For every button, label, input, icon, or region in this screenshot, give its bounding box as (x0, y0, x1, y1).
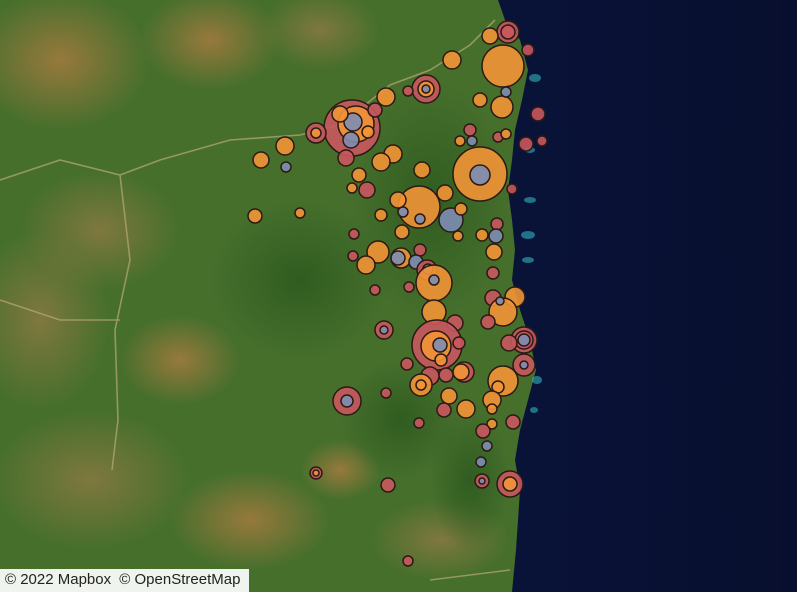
map-marker-red[interactable] (518, 136, 534, 152)
map-marker-orange[interactable] (481, 27, 499, 45)
map-marker-orange[interactable] (440, 387, 458, 405)
map-marker-orange[interactable] (415, 379, 427, 391)
map-marker-orange[interactable] (475, 228, 489, 242)
map-marker-red[interactable] (452, 336, 466, 350)
map-marker-red[interactable] (436, 402, 452, 418)
map-marker-blue[interactable] (478, 477, 486, 485)
map-marker-blue[interactable] (343, 112, 363, 132)
osm-attribution-link[interactable]: © OpenStreetMap (119, 571, 241, 588)
map-marker-orange[interactable] (452, 230, 464, 242)
map-marker-red[interactable] (358, 181, 376, 199)
map-marker-orange[interactable] (247, 208, 263, 224)
map-marker-red[interactable] (486, 266, 500, 280)
map-marker-red[interactable] (413, 243, 427, 257)
map-marker-orange[interactable] (486, 403, 498, 415)
map-marker-blue[interactable] (495, 296, 505, 306)
map-marker-red[interactable] (500, 24, 516, 40)
map-marker-red[interactable] (536, 135, 548, 147)
map-marker-red[interactable] (402, 85, 414, 97)
map-marker-red[interactable] (347, 250, 359, 262)
map-marker-orange[interactable] (436, 184, 454, 202)
map-marker-blue[interactable] (481, 440, 493, 452)
map-marker-red[interactable] (348, 228, 360, 240)
map-marker-blue[interactable] (390, 250, 406, 266)
map-marker-red[interactable] (506, 183, 518, 195)
map-marker-orange[interactable] (331, 105, 349, 123)
map-marker-red[interactable] (500, 334, 518, 352)
map-marker-orange[interactable] (490, 95, 514, 119)
map-marker-orange[interactable] (481, 44, 525, 88)
map-marker-orange[interactable] (500, 128, 512, 140)
map-marker-red[interactable] (521, 43, 535, 57)
map-marker-red[interactable] (463, 123, 477, 137)
map-marker-orange[interactable] (371, 152, 391, 172)
terrain-texture (0, 0, 510, 580)
map-marker-orange[interactable] (294, 207, 306, 219)
map-marker-blue[interactable] (469, 164, 491, 186)
map-marker-red[interactable] (400, 357, 414, 371)
map-marker-red[interactable] (438, 367, 454, 383)
map-marker-blue[interactable] (414, 213, 426, 225)
map-marker-orange[interactable] (452, 363, 470, 381)
map-marker-orange[interactable] (454, 135, 466, 147)
map-marker-orange[interactable] (351, 167, 367, 183)
map-marker-blue[interactable] (421, 84, 431, 94)
map-marker-blue[interactable] (466, 135, 478, 147)
map-marker-orange[interactable] (472, 92, 488, 108)
map-marker-orange[interactable] (456, 399, 476, 419)
map-marker-red[interactable] (380, 477, 396, 493)
map-marker-orange[interactable] (502, 476, 518, 492)
map-marker-red[interactable] (337, 149, 355, 167)
map-marker-orange[interactable] (346, 182, 358, 194)
map-marker-orange[interactable] (376, 87, 396, 107)
map-marker-orange[interactable] (442, 50, 462, 70)
marker-layer[interactable] (247, 20, 548, 567)
map-marker-blue[interactable] (397, 206, 409, 218)
map-marker-orange[interactable] (454, 202, 468, 216)
map-marker-blue[interactable] (379, 325, 389, 335)
map-marker-blue[interactable] (500, 86, 512, 98)
map-marker-orange[interactable] (374, 208, 388, 222)
map-marker-red[interactable] (530, 106, 546, 122)
map-marker-red[interactable] (475, 423, 491, 439)
map-marker-orange[interactable] (356, 255, 376, 275)
map-attribution: © 2022 Mapbox © OpenStreetMap (0, 569, 250, 592)
map-marker-orange[interactable] (485, 243, 503, 261)
map-marker-orange[interactable] (366, 240, 390, 264)
map-marker-blue[interactable] (342, 131, 360, 149)
map-marker-red[interactable] (490, 217, 504, 231)
map-marker-orange[interactable] (389, 191, 407, 209)
mapbox-attribution-link[interactable]: © 2022 Mapbox (5, 571, 112, 588)
map-marker-blue[interactable] (519, 360, 529, 370)
map-marker-orange[interactable] (413, 161, 431, 179)
map-marker-blue[interactable] (517, 333, 531, 347)
map-marker-blue[interactable] (428, 274, 440, 286)
map-marker-red[interactable] (402, 555, 414, 567)
map-marker-orange[interactable] (312, 469, 320, 477)
map-marker-red[interactable] (413, 417, 425, 429)
map-marker-orange[interactable] (434, 353, 448, 367)
map-marker-orange[interactable] (361, 125, 375, 139)
map-marker-red[interactable] (403, 281, 415, 293)
map-marker-red[interactable] (380, 387, 392, 399)
map-marker-orange[interactable] (275, 136, 295, 156)
map-marker-orange[interactable] (394, 224, 410, 240)
map-marker-blue[interactable] (432, 337, 448, 353)
map-marker-red[interactable] (480, 314, 496, 330)
map-marker-blue[interactable] (488, 228, 504, 244)
map-marker-orange[interactable] (310, 127, 322, 139)
map-marker-orange[interactable] (486, 418, 498, 430)
map-marker-blue[interactable] (340, 394, 354, 408)
map-marker-red[interactable] (505, 414, 521, 430)
reef (521, 74, 542, 413)
map-marker-orange[interactable] (252, 151, 270, 169)
map-marker-red[interactable] (367, 102, 383, 118)
map-marker-blue[interactable] (280, 161, 292, 173)
map-marker-red[interactable] (369, 284, 381, 296)
map-marker-blue[interactable] (475, 456, 487, 468)
